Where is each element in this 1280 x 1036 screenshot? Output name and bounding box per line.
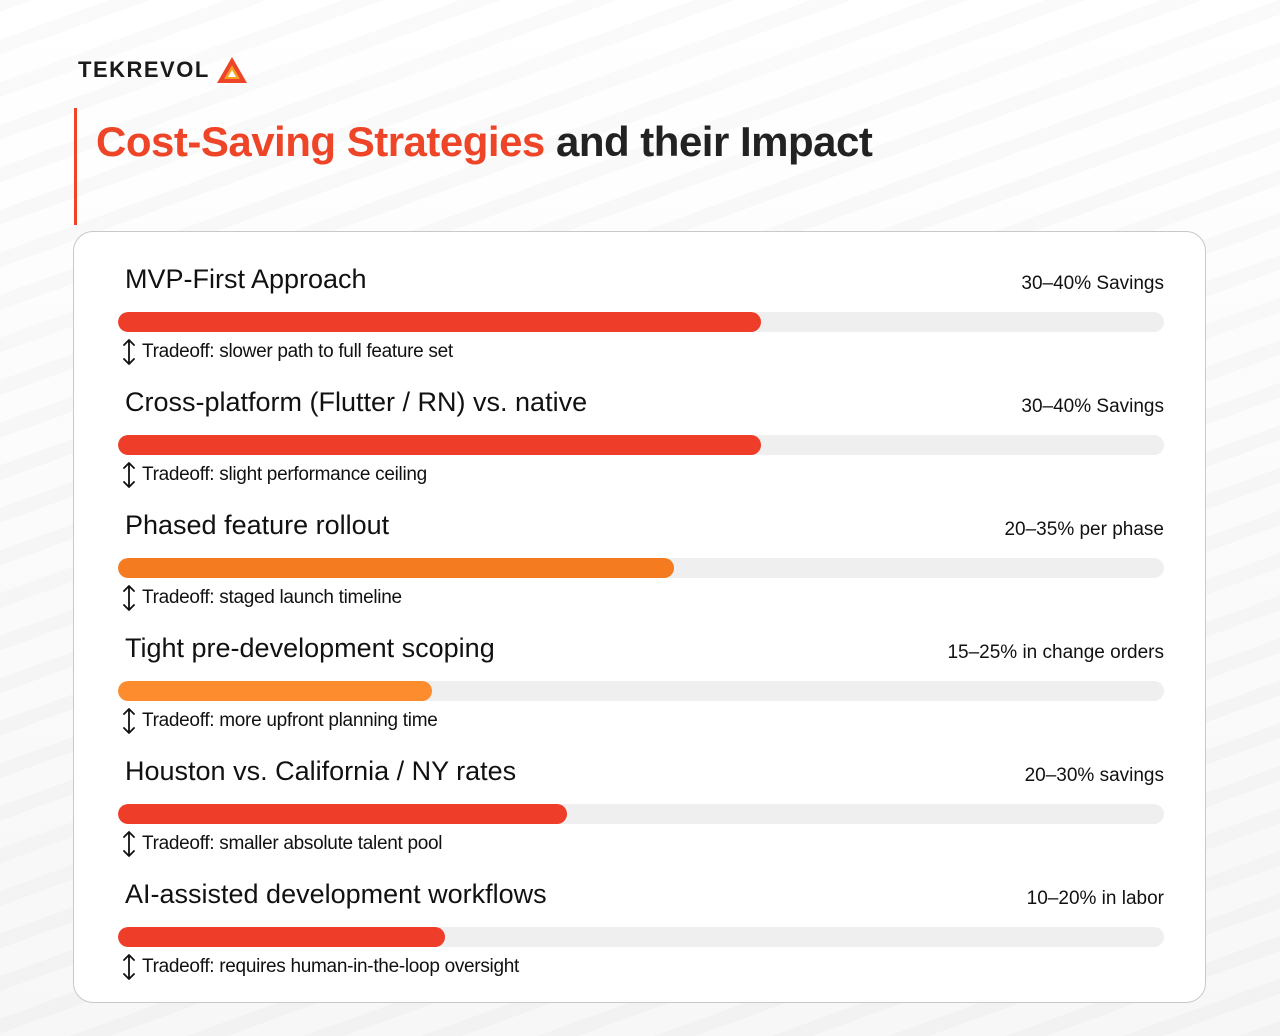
savings-value: 30–40% Savings xyxy=(1021,396,1164,417)
bar-fill xyxy=(118,558,674,578)
savings-value: 10–20% in labor xyxy=(1026,888,1164,909)
brand-logo: TEKREVOL xyxy=(78,56,248,84)
title-rest: and their Impact xyxy=(544,118,873,165)
vertical-arrows-icon xyxy=(123,462,135,488)
bar-fill xyxy=(118,927,445,947)
tradeoff-note: Tradeoff: slight performance ceiling xyxy=(122,461,427,489)
savings-value: 20–30% savings xyxy=(1024,765,1164,786)
bar-fill xyxy=(118,804,567,824)
bar-fill xyxy=(118,435,761,455)
strategy-label: AI-assisted development workflows xyxy=(125,879,547,909)
strategy-label: Cross-platform (Flutter / RN) vs. native xyxy=(125,387,588,417)
strategy-row: Cross-platform (Flutter / RN) vs. native… xyxy=(118,359,1164,488)
vertical-arrows-icon xyxy=(123,339,135,365)
bar-track xyxy=(118,681,1164,701)
vertical-arrows-icon xyxy=(123,954,135,980)
triangle-logo-icon xyxy=(216,57,247,83)
strategies-card: MVP-First Approach 30–40% Savings Tradeoff… xyxy=(73,231,1206,1003)
tradeoff-text: Tradeoff: requires human-in-the-loop ove… xyxy=(142,956,519,977)
savings-value: 15–25% in change orders xyxy=(947,642,1164,663)
strategy-label: Tight pre-development scoping xyxy=(125,633,495,663)
bar-track xyxy=(118,312,1164,332)
bar-fill xyxy=(118,681,432,701)
bar-fill xyxy=(118,312,761,332)
strategy-label: MVP-First Approach xyxy=(125,264,367,294)
logo-wordmark: TEKREVOL xyxy=(78,57,210,82)
bar-track xyxy=(118,435,1164,455)
strategy-label: Houston vs. California / NY rates xyxy=(125,756,517,786)
tradeoff-text: Tradeoff: more upfront planning time xyxy=(142,710,438,731)
vertical-arrows-icon xyxy=(123,585,135,611)
bar-track xyxy=(118,804,1164,824)
tradeoff-text: Tradeoff: slight performance ceiling xyxy=(142,464,427,485)
tradeoff-note: Tradeoff: staged launch timeline xyxy=(122,584,402,612)
savings-value: 30–40% Savings xyxy=(1021,273,1164,294)
strategy-row: AI-assisted development workflows 10–20% … xyxy=(118,851,1164,980)
title-accent-line xyxy=(74,108,77,225)
strategy-row: Tight pre-development scoping 15–25% in c… xyxy=(118,605,1164,734)
strategy-row: MVP-First Approach 30–40% Savings Tradeoff… xyxy=(118,236,1164,365)
strategy-row: Houston vs. California / NY rates 20–30% … xyxy=(118,728,1164,857)
tradeoff-note: Tradeoff: smaller absolute talent pool xyxy=(122,830,442,858)
bar-track xyxy=(118,558,1164,578)
tradeoff-text: Tradeoff: staged launch timeline xyxy=(142,587,402,608)
tradeoff-note: Tradeoff: requires human-in-the-loop ove… xyxy=(122,953,519,981)
bar-track xyxy=(118,927,1164,947)
title-highlight: Cost-Saving Strategies xyxy=(96,118,545,165)
page-title: Cost-Saving Strategies and their Impact xyxy=(96,118,873,166)
strategy-row: Phased feature rollout 20–35% per phase Tr… xyxy=(118,482,1164,611)
tradeoff-note: Tradeoff: more upfront planning time xyxy=(122,707,438,735)
tradeoff-text: Tradeoff: smaller absolute talent pool xyxy=(142,833,443,854)
strategy-label: Phased feature rollout xyxy=(125,510,390,540)
savings-value: 20–35% per phase xyxy=(1004,519,1164,540)
vertical-arrows-icon xyxy=(123,831,135,857)
tradeoff-text: Tradeoff: slower path to full feature se… xyxy=(142,341,453,362)
tradeoff-note: Tradeoff: slower path to full feature se… xyxy=(122,338,453,366)
vertical-arrows-icon xyxy=(123,708,135,734)
